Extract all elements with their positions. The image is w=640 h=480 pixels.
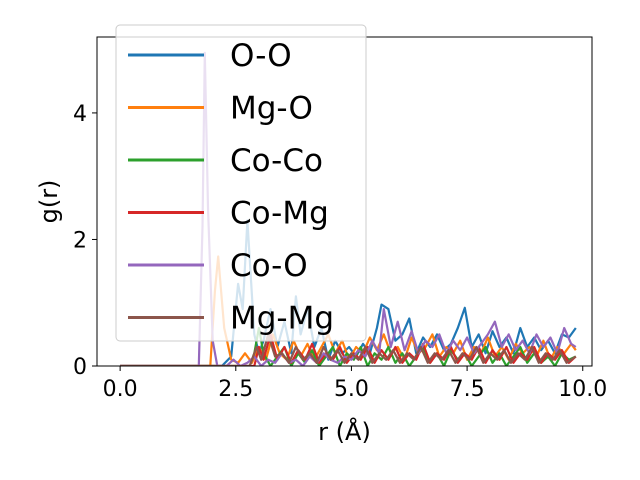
- x-tick-label: 2.5: [218, 377, 253, 402]
- legend-box: [115, 24, 367, 342]
- y-tick-label: 0: [73, 355, 87, 380]
- x-tick-label: 10.0: [558, 377, 607, 402]
- y-tick-label: 4: [73, 102, 87, 127]
- y-tick-label: 2: [73, 228, 87, 253]
- legend-label: O-O: [230, 38, 292, 74]
- legend-label: Mg-Mg: [230, 301, 334, 337]
- legend: O-O Mg-O Co-Co Co-Mg Co-O Mg-Mg: [115, 24, 367, 342]
- legend-label: Co-O: [230, 248, 308, 284]
- x-tick-label: 0.0: [103, 377, 138, 402]
- legend-label: Mg-O: [230, 91, 313, 127]
- legend-label: Co-Mg: [230, 196, 329, 232]
- legend-label: Co-Co: [230, 143, 323, 179]
- y-axis-label: g(r): [35, 180, 63, 224]
- x-axis-ticks: 0.0 2.5 5.0 7.5 10.0: [103, 366, 607, 402]
- plot-lines: [120, 51, 577, 366]
- x-axis-label: r (Å): [318, 417, 371, 446]
- series-line-mg-mg: [120, 333, 577, 366]
- x-tick-label: 7.5: [450, 377, 485, 402]
- y-axis-ticks: 0 2 4: [73, 102, 97, 380]
- x-tick-label: 5.0: [334, 377, 369, 402]
